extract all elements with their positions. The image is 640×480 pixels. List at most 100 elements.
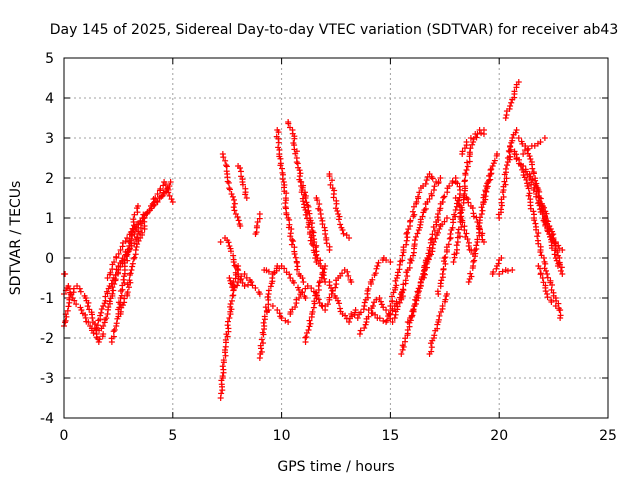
data-point bbox=[167, 179, 174, 185]
data-point bbox=[439, 303, 446, 309]
data-point-track bbox=[500, 193, 507, 200]
data-point-track bbox=[455, 229, 462, 236]
data-point-track bbox=[115, 299, 122, 306]
data-point-track bbox=[122, 238, 129, 245]
data-point-track bbox=[220, 357, 227, 364]
data-point-track bbox=[542, 215, 549, 222]
data-point-track bbox=[309, 308, 316, 315]
data-point-track bbox=[454, 180, 461, 187]
data-point-track bbox=[541, 204, 548, 211]
data-point-track bbox=[98, 309, 105, 316]
grid bbox=[64, 58, 608, 418]
data-point-track bbox=[339, 270, 346, 277]
data-point-track bbox=[305, 207, 312, 214]
data-point-track bbox=[242, 191, 249, 198]
data-point bbox=[557, 307, 564, 313]
data-point-track bbox=[419, 213, 426, 220]
data-point-track bbox=[428, 348, 435, 355]
data-point-track bbox=[337, 221, 344, 228]
data-point-track bbox=[457, 210, 464, 217]
data-point bbox=[280, 179, 287, 185]
data-point-track bbox=[299, 184, 306, 191]
data-point bbox=[248, 279, 255, 285]
data-point-track bbox=[451, 211, 458, 218]
data-point bbox=[111, 259, 118, 265]
data-point-track bbox=[427, 236, 434, 243]
data-point-track bbox=[226, 186, 233, 193]
data-point bbox=[302, 295, 309, 301]
data-point bbox=[346, 235, 353, 241]
data-point-track bbox=[404, 273, 411, 280]
data-point-track bbox=[326, 294, 333, 301]
data-point bbox=[124, 235, 131, 241]
data-point-track bbox=[332, 284, 339, 291]
data-point-track bbox=[227, 301, 234, 308]
data-point-track bbox=[544, 274, 551, 281]
data-point-track bbox=[411, 211, 418, 218]
data-point bbox=[389, 319, 396, 325]
data-point-track bbox=[394, 269, 401, 276]
data-point bbox=[130, 227, 137, 233]
data-point-track bbox=[323, 240, 330, 247]
data-point-track bbox=[131, 240, 138, 247]
data-point-track bbox=[265, 287, 272, 294]
data-point bbox=[354, 315, 361, 321]
data-point-track bbox=[531, 142, 538, 149]
data-point-track bbox=[258, 336, 265, 343]
data-point-track bbox=[237, 164, 244, 171]
data-point bbox=[446, 183, 453, 189]
data-point-track bbox=[420, 274, 427, 281]
data-point-track bbox=[362, 321, 369, 328]
data-point bbox=[515, 79, 522, 85]
data-point-track bbox=[461, 145, 468, 152]
data-point-track bbox=[405, 226, 412, 233]
data-point-track bbox=[85, 319, 92, 326]
data-point-track bbox=[290, 238, 297, 245]
data-point bbox=[507, 143, 514, 149]
data-point-track bbox=[482, 193, 489, 200]
data-point-track bbox=[124, 257, 131, 264]
data-point-track bbox=[365, 313, 372, 320]
data-points bbox=[61, 79, 566, 401]
data-point bbox=[243, 195, 250, 201]
data-point bbox=[241, 283, 248, 289]
data-point bbox=[439, 199, 446, 205]
data-point-track bbox=[153, 198, 160, 205]
data-point-track bbox=[440, 194, 447, 201]
data-point bbox=[296, 295, 303, 301]
data-point bbox=[552, 303, 559, 309]
data-point-track bbox=[531, 217, 538, 224]
data-point-track bbox=[415, 193, 422, 200]
data-point-track bbox=[308, 285, 315, 292]
data-point bbox=[443, 215, 450, 221]
data-point-track bbox=[429, 231, 436, 238]
data-point-track bbox=[137, 224, 144, 231]
data-point-track bbox=[157, 185, 164, 192]
data-point-track bbox=[129, 260, 136, 267]
data-point-track bbox=[361, 325, 368, 332]
data-point-track bbox=[490, 268, 497, 275]
data-point bbox=[226, 315, 233, 321]
data-point-track bbox=[542, 260, 549, 267]
data-point-track bbox=[326, 173, 333, 180]
data-point-track bbox=[110, 333, 117, 340]
data-point bbox=[278, 315, 285, 321]
data-point bbox=[269, 303, 276, 309]
data-point bbox=[376, 295, 383, 301]
data-point-track bbox=[502, 181, 509, 188]
data-point bbox=[128, 267, 135, 273]
data-point-track bbox=[135, 228, 142, 235]
data-point-track bbox=[543, 210, 550, 217]
data-point-track bbox=[283, 211, 290, 218]
data-point bbox=[82, 295, 89, 301]
data-point-track bbox=[102, 293, 109, 300]
data-point-track bbox=[303, 333, 310, 340]
data-point-track bbox=[314, 197, 321, 204]
data-point-track bbox=[121, 295, 128, 302]
data-point-track bbox=[525, 145, 532, 152]
x-axis-label: GPS time / hours bbox=[277, 459, 394, 475]
data-point-track bbox=[402, 277, 409, 284]
data-point bbox=[348, 279, 355, 285]
data-point-track bbox=[222, 336, 229, 343]
data-point-track bbox=[342, 312, 349, 319]
